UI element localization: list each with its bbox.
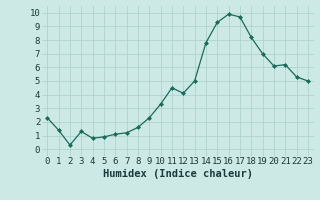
X-axis label: Humidex (Indice chaleur): Humidex (Indice chaleur)	[103, 169, 252, 179]
